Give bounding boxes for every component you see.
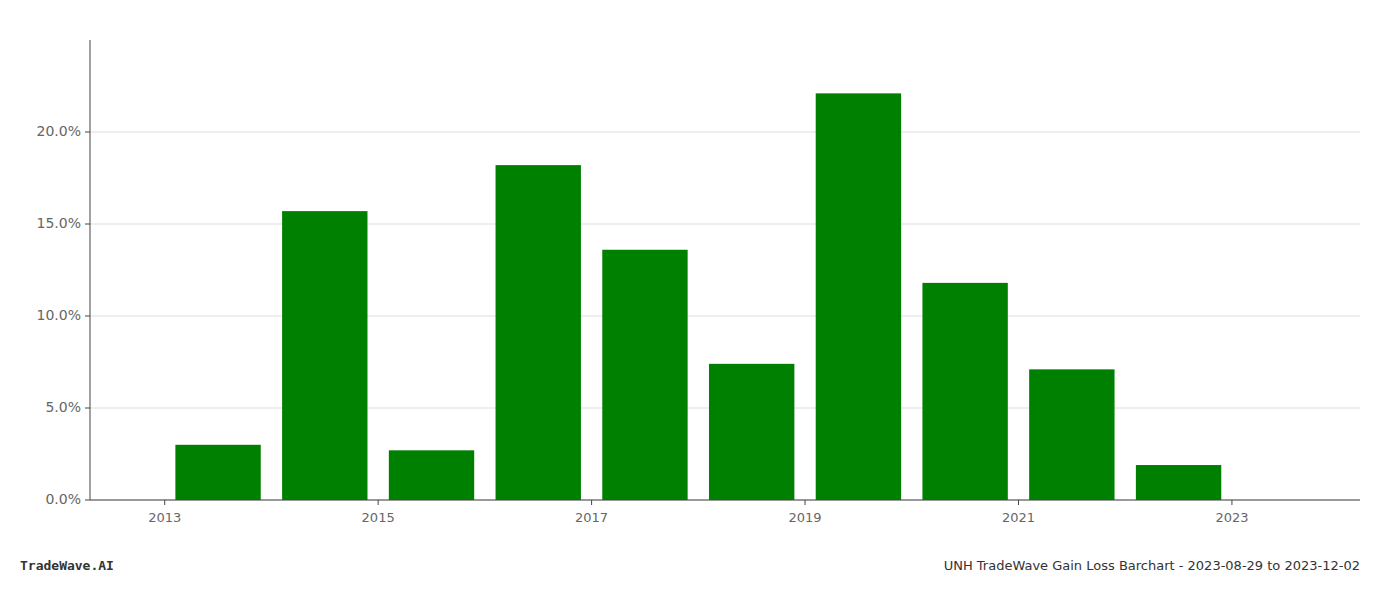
x-tick-label: 2013 bbox=[148, 510, 181, 525]
bar bbox=[1029, 369, 1114, 500]
grid-line bbox=[90, 224, 1360, 225]
page: {"chart_data": {"type": "bar", "x": [201… bbox=[0, 0, 1400, 600]
y-tick bbox=[85, 408, 90, 409]
grid-line bbox=[90, 316, 1360, 317]
x-tick bbox=[805, 500, 806, 505]
grid bbox=[90, 132, 1360, 500]
bar bbox=[175, 445, 260, 500]
x-tick bbox=[378, 500, 379, 505]
bar bbox=[496, 165, 581, 500]
y-tick-label: 20.0% bbox=[37, 123, 81, 139]
chart-svg: 0.0% 5.0% 10.0% 15.0% 20.0% 2013 2015 2017 2019 2… bbox=[0, 0, 1400, 600]
bar bbox=[922, 283, 1007, 500]
x-tick bbox=[164, 500, 165, 505]
axes: 0.0% 5.0% 10.0% 15.0% 20.0% 2013 2015 2017 2019 2… bbox=[37, 40, 1360, 525]
bar bbox=[1136, 465, 1221, 500]
watermark-right: UNH TradeWave Gain Loss Barchart - 2023-… bbox=[944, 558, 1360, 573]
x-tick-label: 2021 bbox=[1002, 510, 1035, 525]
bar bbox=[389, 450, 474, 500]
bars bbox=[175, 93, 1221, 500]
y-tick-label: 10.0% bbox=[37, 307, 81, 323]
y-tick-label: 5.0% bbox=[45, 399, 81, 415]
y-tick bbox=[85, 132, 90, 133]
chart-container: 0.0% 5.0% 10.0% 15.0% 20.0% 2013 2015 2017 2019 2… bbox=[0, 0, 1400, 600]
bar bbox=[282, 211, 367, 500]
y-tick bbox=[85, 316, 90, 317]
annotations: TradeWave.AI UNH TradeWave Gain Loss Barc… bbox=[20, 558, 1360, 573]
y-axis-line bbox=[90, 40, 91, 500]
y-tick bbox=[85, 224, 90, 225]
y-tick-label: 15.0% bbox=[37, 215, 81, 231]
grid-line bbox=[90, 132, 1360, 133]
grid-line bbox=[90, 500, 1360, 501]
y-tick bbox=[85, 500, 90, 501]
bar bbox=[816, 93, 901, 500]
x-tick-label: 2015 bbox=[362, 510, 395, 525]
x-tick-label: 2019 bbox=[788, 510, 821, 525]
x-tick bbox=[1018, 500, 1019, 505]
y-tick-label: 0.0% bbox=[45, 491, 81, 507]
x-tick-label: 2017 bbox=[575, 510, 608, 525]
watermark-left: TradeWave.AI bbox=[20, 558, 114, 573]
x-tick bbox=[1231, 500, 1232, 505]
x-tick-label: 2023 bbox=[1215, 510, 1248, 525]
bar bbox=[602, 250, 687, 500]
x-axis-line bbox=[90, 500, 1360, 501]
bar bbox=[709, 364, 794, 500]
x-tick bbox=[591, 500, 592, 505]
